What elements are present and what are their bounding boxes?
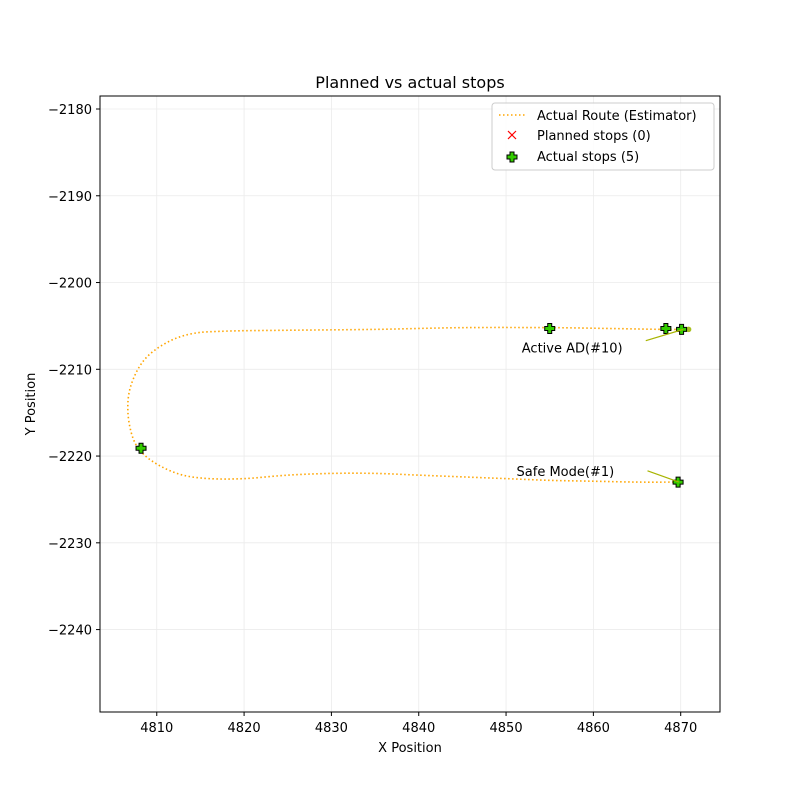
x-tick-label: 4850 <box>490 721 523 736</box>
x-tick-label: 4860 <box>577 721 610 736</box>
annotation-label: Active AD(#10) <box>522 342 623 357</box>
y-axis-label: Y Position <box>24 373 39 437</box>
annotation-label: Safe Mode(#1) <box>517 465 615 480</box>
legend-planned-label: Planned stops (0) <box>537 129 651 144</box>
axis-ticks: 4810 4820 4830 4840 4850 4860 4870 −2180 −2190 −2… <box>48 103 697 736</box>
actual-stop-marker <box>660 323 672 335</box>
legend-planned-swatch <box>507 130 517 140</box>
y-tick-label: −2230 <box>48 537 92 552</box>
annotation-arrow <box>647 470 680 483</box>
x-tick-label: 4870 <box>664 721 697 736</box>
annotation-arrow <box>645 328 684 342</box>
legend-actual-label: Actual stops (5) <box>537 150 639 165</box>
legend-route-label: Actual Route (Estimator) <box>537 109 697 124</box>
y-tick-label: −2220 <box>48 450 92 465</box>
y-tick-label: −2240 <box>48 624 92 639</box>
legend: Actual Route (Estimator) Planned stops (… <box>491 102 715 171</box>
plot-frame <box>99 95 721 713</box>
y-tick-label: −2200 <box>48 277 92 292</box>
x-axis-label: X Position <box>378 741 442 756</box>
y-tick-label: −2180 <box>48 103 92 118</box>
y-tick-label: −2190 <box>48 190 92 205</box>
actual-stop-marker <box>544 323 556 335</box>
actual-stop-marker <box>135 442 147 454</box>
annotations: Active AD(#10) Safe Mode(#1) <box>517 328 684 483</box>
legend-actual-swatch <box>506 151 518 163</box>
x-tick-label: 4810 <box>140 721 173 736</box>
route-end-marker <box>685 326 692 333</box>
x-tick-label: 4840 <box>402 721 435 736</box>
y-tick-label: −2210 <box>48 363 92 378</box>
x-tick-label: 4820 <box>228 721 261 736</box>
x-tick-label: 4830 <box>315 721 348 736</box>
chart-title: Planned vs actual stops <box>315 73 504 92</box>
legend-box <box>491 102 715 171</box>
grid <box>100 96 720 712</box>
